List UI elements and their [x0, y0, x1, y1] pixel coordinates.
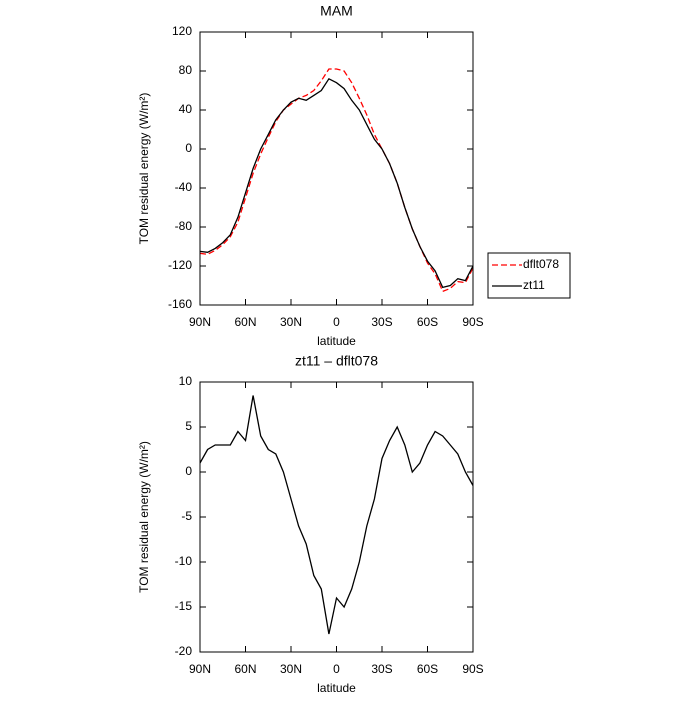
x-tick-label: 60N: [234, 315, 256, 329]
y-tick-label: -15: [175, 599, 193, 613]
data-line: [199, 77, 474, 289]
y-tick-label: 0: [185, 464, 192, 478]
y-tick-label: 120: [172, 24, 192, 38]
y-tick-label: -120: [168, 258, 192, 272]
x-axis-label: latitude: [317, 334, 356, 348]
y-tick-label: 40: [179, 102, 193, 116]
y-tick-label: -5: [181, 509, 192, 523]
y-tick-label: -80: [175, 219, 193, 233]
y-tick-label: 10: [179, 374, 193, 388]
y-tick-label: -40: [175, 180, 193, 194]
x-tick-label: 60S: [417, 315, 438, 329]
y-tick-label: -20: [175, 644, 193, 658]
chart-title: MAM: [320, 3, 353, 19]
y-tick-label: 0: [185, 141, 192, 155]
plot-frame: [199, 381, 474, 653]
y-tick-label: -10: [175, 554, 193, 568]
x-tick-label: 0: [333, 315, 340, 329]
legend-label: zt11: [523, 278, 545, 292]
x-tick-label: 30S: [371, 315, 392, 329]
plot-frame: [199, 31, 474, 306]
x-tick-label: 0: [333, 662, 340, 676]
x-tick-label: 30S: [371, 662, 392, 676]
x-tick-label: 90N: [189, 315, 211, 329]
x-tick-label: 60S: [417, 662, 438, 676]
y-tick-label: 5: [185, 419, 192, 433]
y-axis-label: TOM residual energy (W/m²): [137, 93, 151, 245]
x-tick-label: 30N: [280, 315, 302, 329]
x-tick-label: 30N: [280, 662, 302, 676]
legend-box: [487, 252, 571, 299]
x-tick-label: 90S: [462, 315, 483, 329]
data-line: [199, 395, 474, 635]
chart-title: zt11 – dflt078: [295, 353, 378, 369]
y-tick-label: 80: [179, 63, 193, 77]
x-axis-label: latitude: [317, 681, 356, 695]
legend-label: dflt078: [523, 257, 559, 271]
x-tick-label: 60N: [234, 662, 256, 676]
x-tick-label: 90S: [462, 662, 483, 676]
y-axis-label: TOM residual energy (W/m²): [137, 441, 151, 593]
data-line: [199, 68, 474, 293]
x-tick-label: 90N: [189, 662, 211, 676]
y-tick-label: -160: [168, 297, 192, 311]
